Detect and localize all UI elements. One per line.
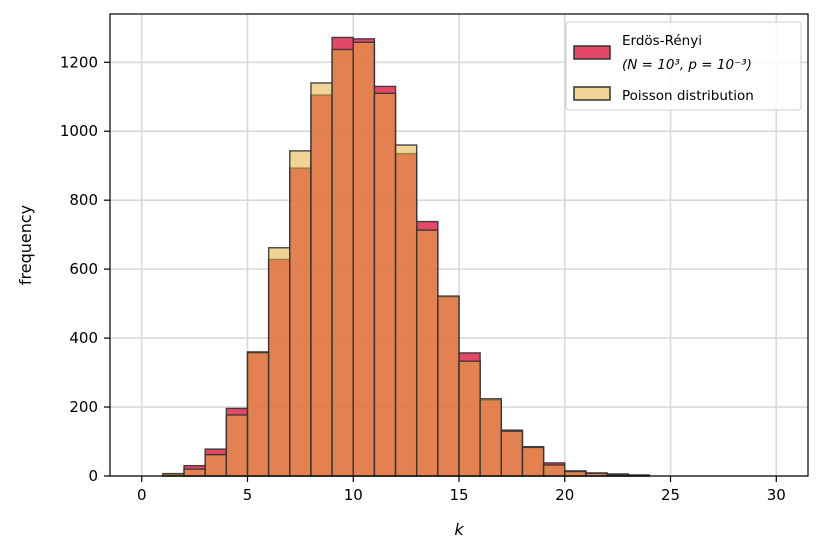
poisson-bar	[289, 150, 312, 477]
x-tick-label: 10	[344, 486, 363, 504]
y-tick-label: 1000	[60, 122, 98, 140]
y-tick-label: 800	[69, 191, 98, 209]
poisson-bar	[500, 430, 524, 477]
legend: Erdös-Rényi (N = 10³, p = 10⁻³) Poisson …	[565, 21, 802, 111]
poisson-bar	[394, 144, 418, 477]
legend-box	[565, 21, 802, 111]
poisson-bar	[352, 41, 376, 477]
poisson-bar	[310, 82, 333, 477]
poisson-bar	[564, 470, 587, 477]
y-tick-label: 600	[69, 260, 98, 278]
x-axis-ticks: 0 5 10 15 20 25 30	[137, 476, 786, 504]
poisson-bar	[225, 414, 249, 477]
x-tick-label: 5	[243, 486, 253, 504]
x-tick-label: 0	[137, 486, 147, 504]
poisson-bar	[521, 446, 545, 477]
poisson-bar	[204, 453, 228, 477]
poisson-bars	[162, 41, 651, 477]
legend-swatch-poisson	[573, 86, 611, 101]
poisson-bar	[267, 247, 291, 477]
poisson-bar	[415, 229, 439, 477]
legend-label-erdos-renyi: Erdös-Rényi	[622, 33, 702, 49]
y-tick-label: 1200	[60, 53, 98, 71]
poisson-bar	[437, 295, 460, 477]
y-axis-ticks: 0 200 400 600 800 1000 1200	[60, 53, 110, 485]
y-tick-label: 200	[69, 398, 98, 416]
x-tick-label: 15	[449, 486, 468, 504]
poisson-bar	[373, 92, 397, 477]
legend-label-poisson: Poisson distribution	[622, 88, 754, 104]
y-tick-label: 0	[88, 467, 98, 485]
poisson-bar	[479, 398, 503, 477]
x-tick-label: 25	[661, 486, 680, 504]
x-tick-label: 20	[555, 486, 574, 504]
x-tick-label: 30	[767, 486, 786, 504]
poisson-bar	[542, 464, 566, 477]
poisson-bar	[246, 351, 270, 477]
x-axis-label: k	[454, 520, 464, 539]
legend-label-erdos-renyi-params: (N = 10³, p = 10⁻³)	[622, 57, 752, 73]
poisson-bar	[331, 48, 354, 477]
poisson-bar	[458, 360, 481, 477]
y-axis-label: frequency	[16, 205, 35, 285]
legend-swatch-erdos-renyi	[573, 45, 611, 60]
poisson-bar	[183, 468, 206, 477]
y-tick-label: 400	[69, 329, 98, 347]
